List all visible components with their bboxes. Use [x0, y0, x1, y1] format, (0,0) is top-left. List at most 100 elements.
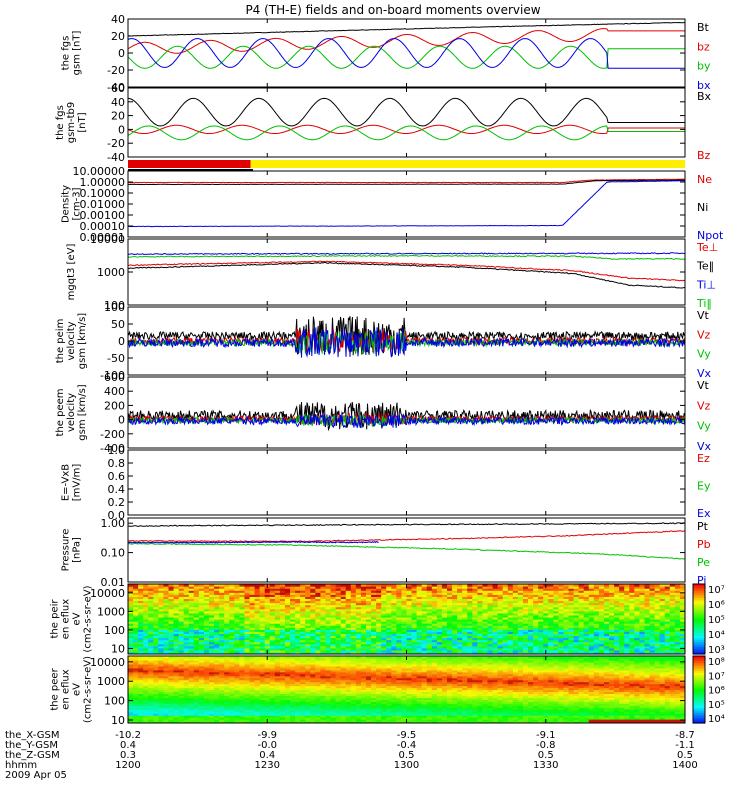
spectrogram-cell [462, 623, 468, 626]
spectrogram-cell [254, 625, 261, 628]
spectrogram-cell [452, 608, 458, 612]
spectrogram-cell [634, 616, 641, 620]
spectrogram-cell [350, 594, 357, 597]
spectrogram-cell [133, 590, 139, 593]
spectrogram-cell [269, 637, 276, 641]
spectrogram-cell [528, 619, 534, 622]
spectrogram-cell [224, 604, 230, 608]
spectrogram-cell [543, 619, 549, 622]
spectrogram-cell [239, 625, 246, 628]
spectrogram-cell [284, 596, 291, 600]
spectrogram-cell [295, 621, 301, 624]
spectrogram-cell [598, 602, 605, 606]
spectrogram-cell [502, 594, 509, 597]
spectrogram-cell [279, 602, 286, 606]
spectrogram-cell [416, 649, 423, 653]
spectrogram-cell [563, 633, 570, 637]
spectrogram-cell [614, 627, 620, 630]
spectrogram-cell [153, 671, 159, 675]
spectrogram-cell [259, 651, 266, 654]
spectrogram-cell [300, 645, 306, 649]
spectrogram-cell [502, 623, 509, 626]
spectrogram-cell [416, 600, 423, 604]
spectrogram-cell [178, 685, 185, 689]
spectrogram-cell [360, 643, 367, 647]
spectrogram-cell [168, 659, 175, 663]
spectrogram-cell [219, 697, 225, 700]
spectrogram-cell [229, 645, 235, 649]
spectrogram-cell [487, 649, 494, 653]
spectrogram-cell [477, 614, 484, 618]
spectrogram-cell [664, 594, 671, 597]
spectrogram-cell [203, 596, 210, 600]
spectrogram-cell [244, 679, 251, 683]
spectrogram-cell [563, 592, 570, 595]
spectrogram-cell [279, 625, 286, 628]
spectrogram-cell [452, 625, 458, 628]
spectrogram-cell [462, 639, 468, 643]
spectrogram-cell [401, 635, 408, 639]
spectrogram-cell [335, 623, 342, 626]
spectrogram-cell [644, 616, 651, 620]
spectrogram-cell [502, 606, 509, 610]
spectrogram-cell [214, 671, 220, 675]
spectrogram-cell [578, 612, 585, 616]
spectrogram-cell [219, 665, 225, 669]
spectrogram-cell [229, 707, 235, 710]
spectrogram-cell [447, 619, 453, 622]
spectrogram-cell [305, 614, 311, 618]
spectrogram-cell [244, 669, 251, 673]
spectrogram-cell [573, 619, 580, 622]
spectrogram-cell [163, 629, 170, 632]
spectrogram-cell [234, 681, 240, 685]
spectrogram-cell [325, 592, 332, 595]
spectrogram-cell [482, 596, 489, 600]
spectrogram-cell [401, 641, 408, 645]
spectrogram-cell [209, 656, 215, 659]
spectrogram-cell [467, 610, 473, 614]
spectrogram-cell [360, 610, 367, 614]
spectrogram-cell [441, 614, 448, 618]
spectrogram-cell [325, 639, 332, 643]
spectrogram-cell [284, 619, 291, 622]
spectrogram-cell [593, 649, 600, 653]
spectrogram-cell [209, 697, 215, 700]
spectrogram-cell [163, 659, 170, 663]
spectrogram-cell [619, 610, 625, 614]
spectrogram-cell [173, 675, 180, 679]
spectrogram-cell [512, 612, 519, 616]
spectrogram-cell [274, 596, 281, 600]
spectrogram-cell [492, 629, 499, 632]
spectrogram-cell [163, 713, 170, 716]
spectrogram-cell [234, 631, 240, 635]
spectrogram-cell [310, 639, 316, 643]
spectrogram-cell [664, 631, 671, 635]
spectrogram-cell [290, 641, 296, 645]
spectrogram-cell [300, 629, 306, 632]
spectrogram-cell [654, 649, 661, 653]
spectrogram-cell [669, 590, 676, 593]
spectrogram-cell [249, 584, 256, 587]
spectrogram-cell [447, 647, 453, 651]
ytick-label: 0.2 [108, 496, 126, 509]
spectrogram-cell [158, 691, 165, 695]
spectrogram-cell [158, 610, 165, 614]
spectrogram-cell [330, 600, 337, 604]
spectrogram-cell [239, 709, 246, 712]
spectrogram-cell [507, 614, 514, 618]
spectrogram-cell [295, 619, 301, 622]
spectrogram-cell [563, 631, 570, 635]
spectrogram-cell [234, 705, 240, 708]
spectrogram-cell [269, 594, 276, 597]
spectrogram-cell [355, 592, 362, 595]
spectrogram-cell [426, 588, 433, 591]
spectrogram-cell [644, 592, 651, 595]
spectrogram-cell [158, 713, 165, 716]
spectrogram-cell [224, 661, 230, 665]
spectrogram-cell [441, 588, 448, 591]
spectrogram-cell [219, 643, 225, 647]
spectrogram-cell [193, 596, 200, 600]
spectrogram-cell [659, 637, 666, 641]
spectrogram-cell [290, 629, 296, 632]
spectrogram-cell [203, 671, 210, 675]
